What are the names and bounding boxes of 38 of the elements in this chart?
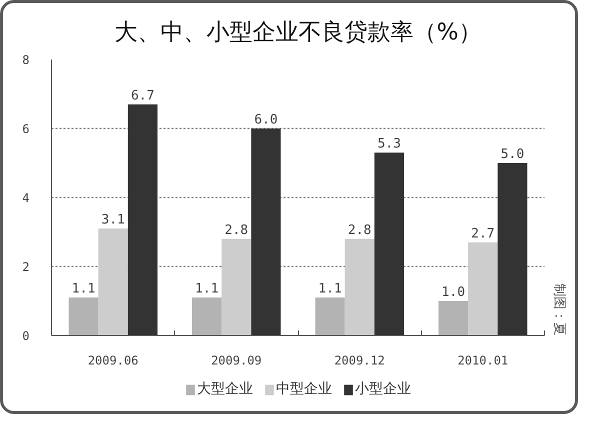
bar	[438, 301, 468, 336]
data-label: 1.1	[195, 282, 219, 297]
bar	[251, 128, 281, 336]
bar	[468, 242, 498, 336]
data-label: 6.0	[254, 112, 278, 128]
legend-label: 大型企业	[197, 380, 253, 398]
y-tick-label: 0	[22, 329, 30, 343]
data-label: 3.1	[101, 212, 125, 228]
chart-title: 大、中、小型企业不良贷款率（%）	[114, 20, 482, 46]
y-tick-label: 2	[22, 260, 30, 274]
legend-label: 小型企业	[355, 380, 411, 398]
data-label: 1.1	[318, 282, 342, 297]
data-label: 2.8	[348, 222, 372, 238]
x-tick-label: 2010.01	[458, 354, 508, 368]
text: 制图：夏	[552, 284, 566, 336]
data-label: 2.7	[471, 226, 495, 242]
bar	[98, 228, 128, 336]
data-label: 2.8	[224, 222, 248, 238]
bar	[68, 298, 98, 336]
x-tick-label: 2009.12	[334, 354, 385, 368]
bar	[192, 298, 222, 336]
bar	[315, 298, 345, 336]
bar	[222, 238, 252, 336]
data-label: 5.0	[500, 147, 524, 162]
data-label: 1.0	[442, 285, 466, 300]
y-tick-label: 8	[22, 53, 30, 67]
bar	[498, 163, 528, 336]
y-tick-label: 4	[22, 191, 30, 205]
data-label: 1.1	[72, 282, 96, 297]
x-tick-label: 2009.06	[88, 354, 138, 368]
x-tick-label: 2009.09	[211, 354, 262, 368]
legend-label: 中型企业	[276, 380, 332, 398]
y-tick-label: 6	[22, 122, 30, 136]
data-label: 6.7	[130, 88, 154, 104]
bar	[344, 238, 374, 336]
data-label: 5.3	[377, 136, 401, 152]
bar	[374, 152, 404, 336]
bar	[128, 104, 158, 336]
